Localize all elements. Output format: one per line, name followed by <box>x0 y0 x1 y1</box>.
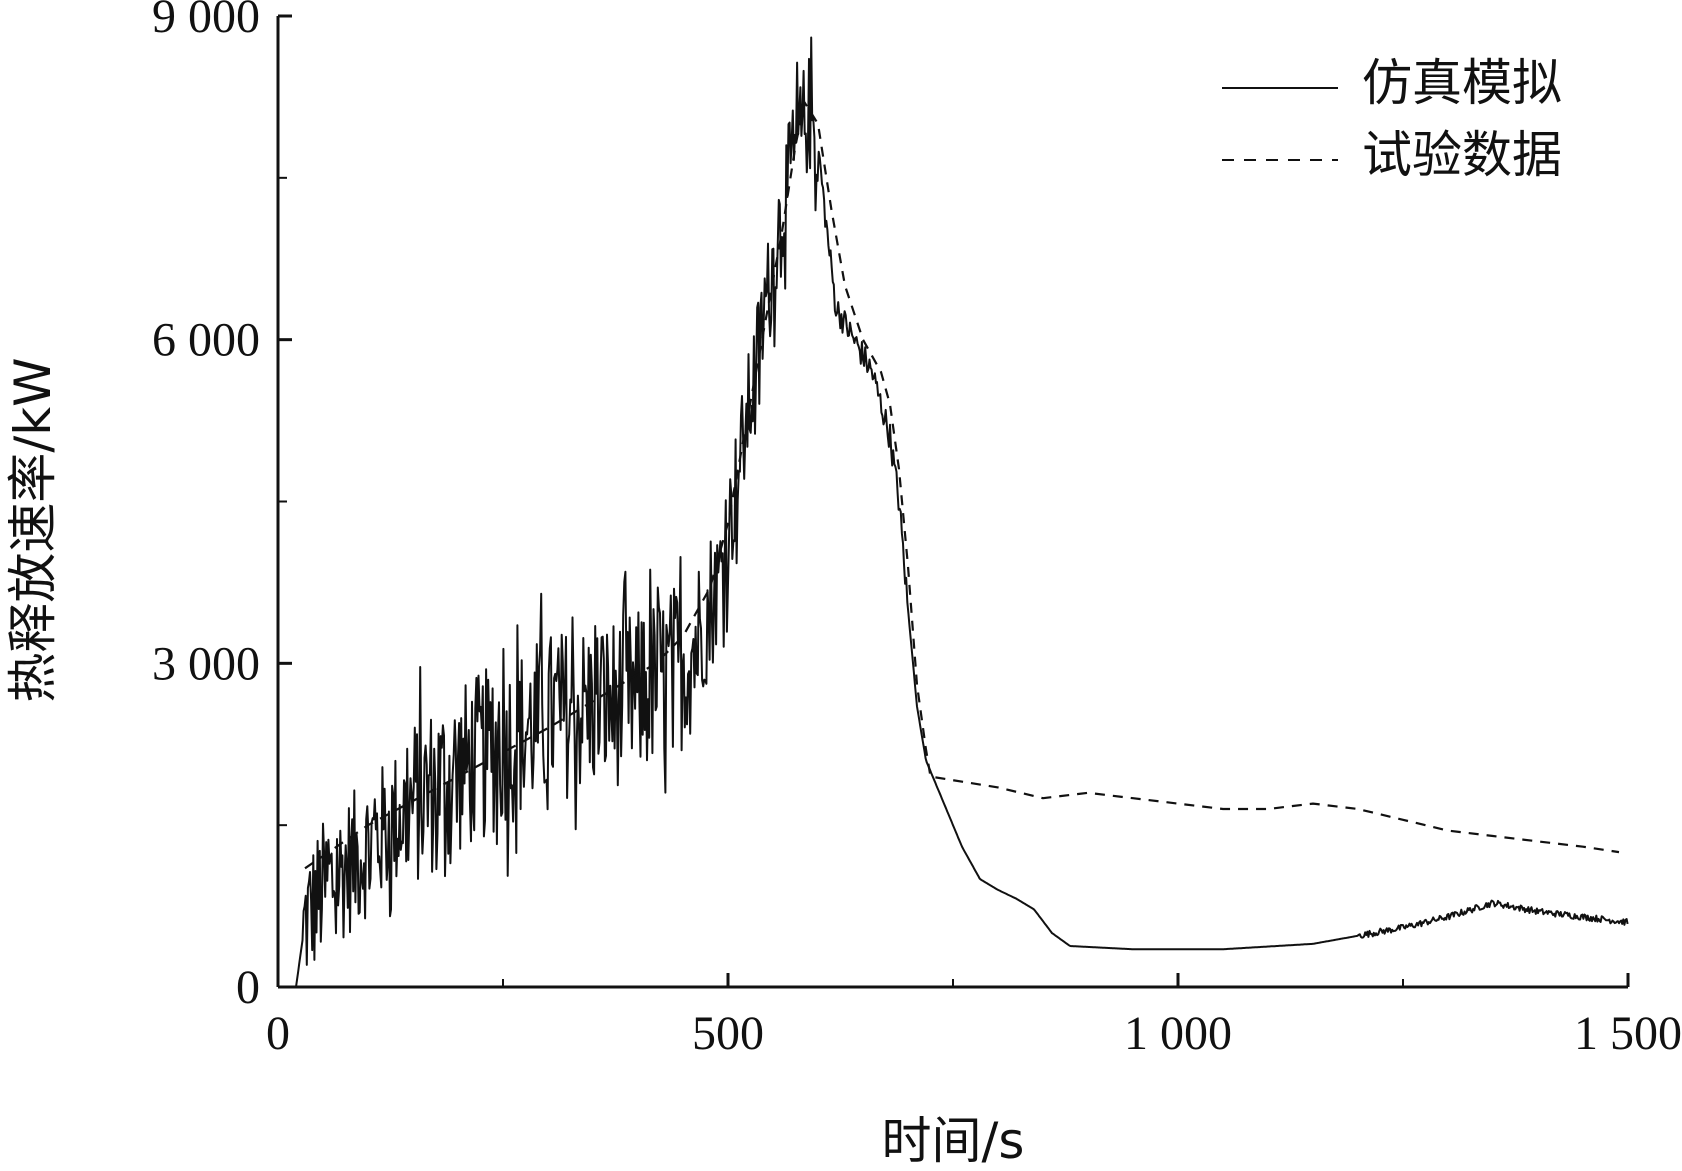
series-line-1 <box>304 101 1620 870</box>
series-line-0 <box>295 36 1629 988</box>
y-tick-label: 3 000 <box>152 637 260 690</box>
y-tick-label: 6 000 <box>152 314 260 367</box>
legend-label-exp: 试验数据 <box>1362 126 1562 184</box>
ticks: 0 3 000 6 000 9 000 0 500 1 000 1 500 <box>152 0 1682 1060</box>
x-axis-title: 时间/s <box>882 1112 1025 1170</box>
x-tick-label: 1 000 <box>1124 1007 1232 1060</box>
series-group <box>295 36 1629 988</box>
x-tick-label: 1 500 <box>1574 1007 1682 1060</box>
legend-label-sim: 仿真模拟 <box>1362 54 1562 112</box>
y-tick-label: 0 <box>236 961 260 1014</box>
y-tick-label: 9 000 <box>152 0 260 43</box>
y-axis-title: 热释放速率/kW <box>4 357 62 702</box>
legend: 仿真模拟 试验数据 <box>1222 54 1562 184</box>
x-tick-label: 500 <box>692 1007 764 1060</box>
x-tick-label: 0 <box>266 1007 290 1060</box>
